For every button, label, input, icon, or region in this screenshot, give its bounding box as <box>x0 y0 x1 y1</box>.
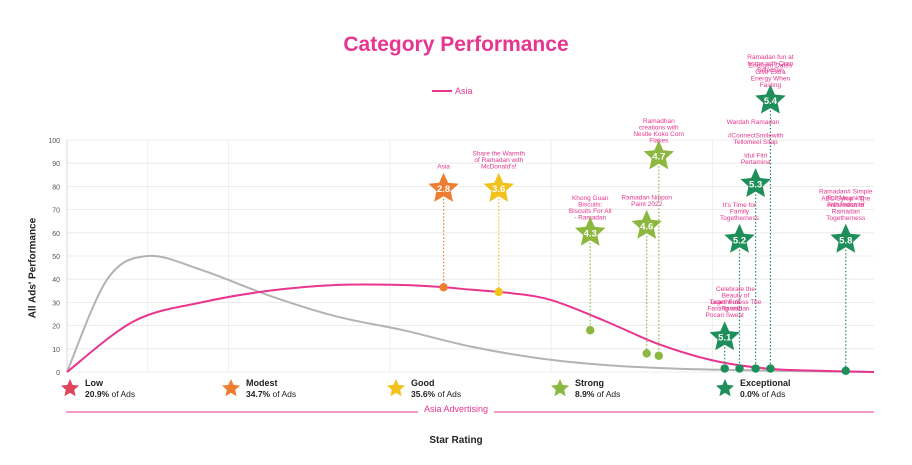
y-tick-label: 20 <box>52 324 60 331</box>
y-tick-label: 100 <box>48 138 60 145</box>
star-rating-label: 5.1 <box>718 333 732 344</box>
data-point <box>494 287 503 297</box>
star-marker <box>575 216 606 246</box>
legend-label-asia: Asia <box>455 86 473 96</box>
star-rating-label: 4.3 <box>584 228 597 239</box>
y-tick-label: 70 <box>52 208 60 215</box>
ad-label: ABC Syrup - The Freshness of Ramadan Togeth… <box>821 195 870 222</box>
y-tick-label: 50 <box>52 254 60 261</box>
y-tick-label: 40 <box>52 277 60 284</box>
star-rating-label: 5.2 <box>733 235 746 246</box>
data-point <box>439 283 448 292</box>
data-point <box>642 349 651 358</box>
legend-swatch-asia <box>432 90 452 92</box>
tier-modest: Modest 34.7% of Ads <box>221 378 296 400</box>
data-point <box>586 326 595 335</box>
tier-share: 35.6% of Ads <box>411 389 462 399</box>
data-point <box>751 364 760 373</box>
star-marker <box>830 223 861 253</box>
data-point <box>766 364 775 373</box>
data-point <box>735 364 744 373</box>
star-marker <box>755 84 786 114</box>
star-icon <box>387 379 405 397</box>
ad-label: Khong Guan Biscuits: Biscuits For All - Ram… <box>569 195 612 222</box>
star-marker <box>724 223 755 253</box>
star-marker <box>740 168 771 197</box>
star-rating-label: 5.3 <box>749 180 762 191</box>
tier-good: Good 35.6% of Ads <box>386 378 461 400</box>
star-rating-label: 2.8 <box>437 184 450 195</box>
tier-strong: Strong 8.9% of Ads <box>550 378 620 400</box>
ad-label: Ramadan# Simple Full Meaning with Indomie <box>819 188 873 208</box>
ad-label: Idul Fitri Pertamina <box>741 153 771 167</box>
star-icon <box>61 379 79 397</box>
star-icon <box>551 379 569 397</box>
star-rating-label: 4.6 <box>640 221 653 232</box>
ad-label: Wardah Ramadan <box>727 119 780 126</box>
series-line-asia <box>66 283 875 373</box>
data-point <box>841 366 850 376</box>
ad-label: Ramadan fun at home with Oreo Selection <box>747 54 793 74</box>
ad-label: Share the Warmth of Ramadan with McDonald'… <box>472 151 525 171</box>
star-marker <box>631 209 662 239</box>
y-tick-label: 80 <box>52 184 60 191</box>
chart-legend[interactable]: Asia <box>432 86 473 96</box>
series-line-distribution <box>66 254 875 373</box>
star-marker <box>428 172 459 202</box>
star-rating-label: 5.4 <box>764 96 778 107</box>
ad-label: Learn Full Fasting with Pocari Sweat <box>706 299 744 319</box>
x-axis-label: Star Rating <box>429 435 483 446</box>
y-tick-label: 10 <box>52 347 60 354</box>
y-tick-label: 0 <box>56 370 60 377</box>
tier-name: Exceptional <box>740 378 791 388</box>
tier-name: Strong <box>575 378 604 388</box>
ad-label: Ramadhan creations with Nestle Koko Corn Fl… <box>633 118 684 144</box>
y-tick-label: 90 <box>52 161 60 168</box>
ad-label: Celebrate the Beauty of Togetherness The Ra… <box>710 286 762 313</box>
star-marker <box>709 321 740 351</box>
data-point <box>720 364 729 373</box>
tier-exceptional: Exceptional 0.0% of Ads <box>715 378 791 400</box>
ad-label: Energen Dates Give Extra Energy When Fastin… <box>749 63 793 90</box>
tier-share: 8.9% of Ads <box>575 389 621 399</box>
star-marker <box>483 172 514 202</box>
ad-label: #ConnectSmilewith Tellomeel Sitap <box>728 133 784 147</box>
y-tick-label: 30 <box>52 300 60 307</box>
chart-title: Category Performance <box>343 33 569 56</box>
y-tick-label: 60 <box>52 231 60 238</box>
tier-name: Modest <box>246 378 278 388</box>
tier-share: 34.7% of Ads <box>246 389 297 399</box>
tier-share: 20.9% of Ads <box>85 389 136 399</box>
tier-name: Good <box>411 378 435 388</box>
tier-low: Low 20.9% of Ads <box>60 378 135 400</box>
star-rating-label: 5.8 <box>839 235 852 246</box>
ad-label: Ramadan Nippon Paint 2022 <box>621 194 672 208</box>
star-rating-label: 3.6 <box>492 184 505 195</box>
star-marker <box>643 140 674 170</box>
footer-label: Asia Advertising <box>0 404 912 414</box>
star-icon <box>222 379 240 397</box>
ad-label: Asia <box>437 164 450 171</box>
star-rating-label: 4.7 <box>652 152 665 163</box>
ad-label: It's Time for Family Togetherness <box>720 202 760 222</box>
tier-name: Low <box>85 378 103 388</box>
data-point <box>654 351 663 360</box>
tier-share: 0.0% of Ads <box>740 389 786 399</box>
star-icon <box>716 379 734 397</box>
